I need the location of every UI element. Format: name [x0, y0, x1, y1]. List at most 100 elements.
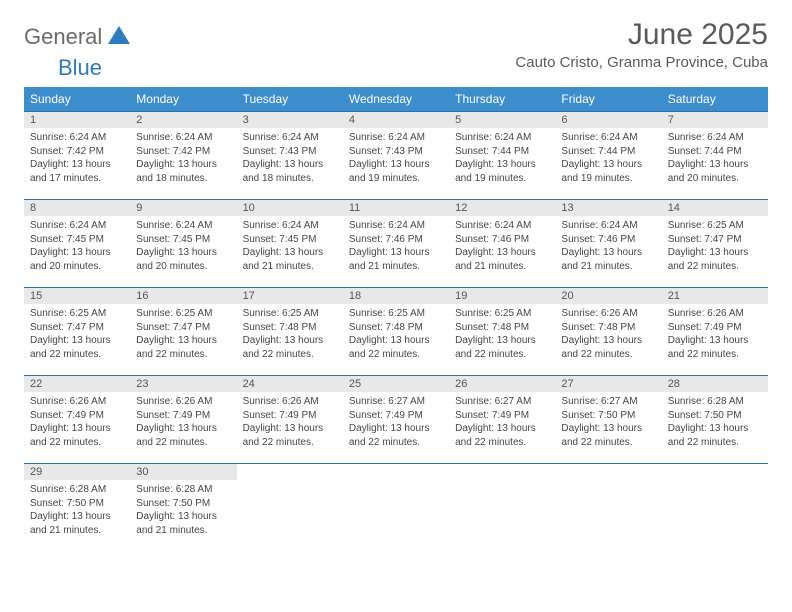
sunrise-text: Sunrise: 6:26 AM — [30, 395, 124, 409]
page-title: June 2025 — [515, 18, 768, 52]
calendar-cell — [555, 464, 661, 552]
day-number: 27 — [555, 376, 661, 392]
daylight-text: Daylight: 13 hours — [561, 158, 655, 172]
sunset-text: Sunset: 7:45 PM — [136, 233, 230, 247]
sunset-text: Sunset: 7:43 PM — [243, 145, 337, 159]
daylight-text-2: and 21 minutes. — [349, 260, 443, 274]
day-number: 5 — [449, 112, 555, 128]
calendar-cell: 20Sunrise: 6:26 AMSunset: 7:48 PMDayligh… — [555, 288, 661, 376]
daylight-text: Daylight: 13 hours — [561, 246, 655, 260]
day-number: 22 — [24, 376, 130, 392]
sunrise-text: Sunrise: 6:24 AM — [243, 131, 337, 145]
weekday-header: Saturday — [662, 87, 768, 112]
daylight-text: Daylight: 13 hours — [455, 422, 549, 436]
weekday-header: Monday — [130, 87, 236, 112]
day-details: Sunrise: 6:27 AMSunset: 7:49 PMDaylight:… — [343, 392, 449, 455]
day-details: Sunrise: 6:24 AMSunset: 7:45 PMDaylight:… — [24, 216, 130, 279]
day-number: 8 — [24, 200, 130, 216]
sunrise-text: Sunrise: 6:27 AM — [349, 395, 443, 409]
daylight-text: Daylight: 13 hours — [349, 334, 443, 348]
calendar-body: 1Sunrise: 6:24 AMSunset: 7:42 PMDaylight… — [24, 112, 768, 552]
sunrise-text: Sunrise: 6:24 AM — [243, 219, 337, 233]
brand-logo: General — [24, 24, 134, 50]
daylight-text: Daylight: 13 hours — [243, 246, 337, 260]
daylight-text-2: and 22 minutes. — [561, 348, 655, 362]
day-details: Sunrise: 6:24 AMSunset: 7:43 PMDaylight:… — [237, 128, 343, 191]
sunrise-text: Sunrise: 6:25 AM — [243, 307, 337, 321]
day-number: 28 — [662, 376, 768, 392]
daylight-text-2: and 21 minutes. — [30, 524, 124, 538]
sunset-text: Sunset: 7:50 PM — [136, 497, 230, 511]
sunset-text: Sunset: 7:49 PM — [455, 409, 549, 423]
daylight-text: Daylight: 13 hours — [455, 334, 549, 348]
calendar-cell: 25Sunrise: 6:27 AMSunset: 7:49 PMDayligh… — [343, 376, 449, 464]
daylight-text: Daylight: 13 hours — [455, 158, 549, 172]
day-number: 15 — [24, 288, 130, 304]
daylight-text-2: and 20 minutes. — [30, 260, 124, 274]
daylight-text: Daylight: 13 hours — [668, 246, 762, 260]
sunset-text: Sunset: 7:49 PM — [668, 321, 762, 335]
calendar-cell: 2Sunrise: 6:24 AMSunset: 7:42 PMDaylight… — [130, 112, 236, 200]
sunset-text: Sunset: 7:48 PM — [243, 321, 337, 335]
daylight-text: Daylight: 13 hours — [30, 510, 124, 524]
calendar-cell: 11Sunrise: 6:24 AMSunset: 7:46 PMDayligh… — [343, 200, 449, 288]
day-number: 25 — [343, 376, 449, 392]
sunset-text: Sunset: 7:45 PM — [30, 233, 124, 247]
sunrise-text: Sunrise: 6:28 AM — [136, 483, 230, 497]
sunrise-text: Sunrise: 6:24 AM — [561, 219, 655, 233]
day-number: 2 — [130, 112, 236, 128]
day-details: Sunrise: 6:24 AMSunset: 7:45 PMDaylight:… — [237, 216, 343, 279]
weekday-header: Wednesday — [343, 87, 449, 112]
sunset-text: Sunset: 7:49 PM — [243, 409, 337, 423]
calendar-row: 22Sunrise: 6:26 AMSunset: 7:49 PMDayligh… — [24, 376, 768, 464]
empty-day — [237, 464, 343, 480]
sunset-text: Sunset: 7:44 PM — [455, 145, 549, 159]
sunrise-text: Sunrise: 6:25 AM — [30, 307, 124, 321]
calendar-table: Sunday Monday Tuesday Wednesday Thursday… — [24, 87, 768, 552]
sunset-text: Sunset: 7:49 PM — [30, 409, 124, 423]
location-label: Cauto Cristo, Granma Province, Cuba — [515, 54, 768, 71]
empty-day — [343, 464, 449, 480]
day-number: 9 — [130, 200, 236, 216]
sunrise-text: Sunrise: 6:26 AM — [561, 307, 655, 321]
weekday-header: Friday — [555, 87, 661, 112]
day-details: Sunrise: 6:24 AMSunset: 7:46 PMDaylight:… — [555, 216, 661, 279]
day-number: 23 — [130, 376, 236, 392]
daylight-text-2: and 21 minutes. — [136, 524, 230, 538]
weekday-header: Sunday — [24, 87, 130, 112]
day-number: 16 — [130, 288, 236, 304]
calendar-cell: 4Sunrise: 6:24 AMSunset: 7:43 PMDaylight… — [343, 112, 449, 200]
sunset-text: Sunset: 7:50 PM — [668, 409, 762, 423]
daylight-text: Daylight: 13 hours — [243, 334, 337, 348]
day-details: Sunrise: 6:28 AMSunset: 7:50 PMDaylight:… — [130, 480, 236, 543]
sunrise-text: Sunrise: 6:25 AM — [668, 219, 762, 233]
day-details: Sunrise: 6:28 AMSunset: 7:50 PMDaylight:… — [662, 392, 768, 455]
calendar-cell: 10Sunrise: 6:24 AMSunset: 7:45 PMDayligh… — [237, 200, 343, 288]
daylight-text-2: and 18 minutes. — [243, 172, 337, 186]
daylight-text: Daylight: 13 hours — [349, 246, 443, 260]
calendar-cell — [662, 464, 768, 552]
calendar-cell: 5Sunrise: 6:24 AMSunset: 7:44 PMDaylight… — [449, 112, 555, 200]
calendar-cell: 22Sunrise: 6:26 AMSunset: 7:49 PMDayligh… — [24, 376, 130, 464]
day-details: Sunrise: 6:24 AMSunset: 7:44 PMDaylight:… — [555, 128, 661, 191]
daylight-text: Daylight: 13 hours — [349, 158, 443, 172]
calendar-cell: 14Sunrise: 6:25 AMSunset: 7:47 PMDayligh… — [662, 200, 768, 288]
calendar-row: 1Sunrise: 6:24 AMSunset: 7:42 PMDaylight… — [24, 112, 768, 200]
day-number: 7 — [662, 112, 768, 128]
calendar-cell: 23Sunrise: 6:26 AMSunset: 7:49 PMDayligh… — [130, 376, 236, 464]
calendar-cell: 15Sunrise: 6:25 AMSunset: 7:47 PMDayligh… — [24, 288, 130, 376]
day-number: 20 — [555, 288, 661, 304]
daylight-text: Daylight: 13 hours — [561, 334, 655, 348]
daylight-text-2: and 22 minutes. — [30, 348, 124, 362]
calendar-cell: 28Sunrise: 6:28 AMSunset: 7:50 PMDayligh… — [662, 376, 768, 464]
weekday-header: Tuesday — [237, 87, 343, 112]
day-details: Sunrise: 6:26 AMSunset: 7:49 PMDaylight:… — [662, 304, 768, 367]
daylight-text-2: and 22 minutes. — [668, 348, 762, 362]
sunrise-text: Sunrise: 6:27 AM — [455, 395, 549, 409]
calendar-cell: 12Sunrise: 6:24 AMSunset: 7:46 PMDayligh… — [449, 200, 555, 288]
daylight-text-2: and 18 minutes. — [136, 172, 230, 186]
daylight-text-2: and 22 minutes. — [243, 348, 337, 362]
daylight-text: Daylight: 13 hours — [243, 422, 337, 436]
sunrise-text: Sunrise: 6:24 AM — [455, 219, 549, 233]
sunrise-text: Sunrise: 6:28 AM — [30, 483, 124, 497]
